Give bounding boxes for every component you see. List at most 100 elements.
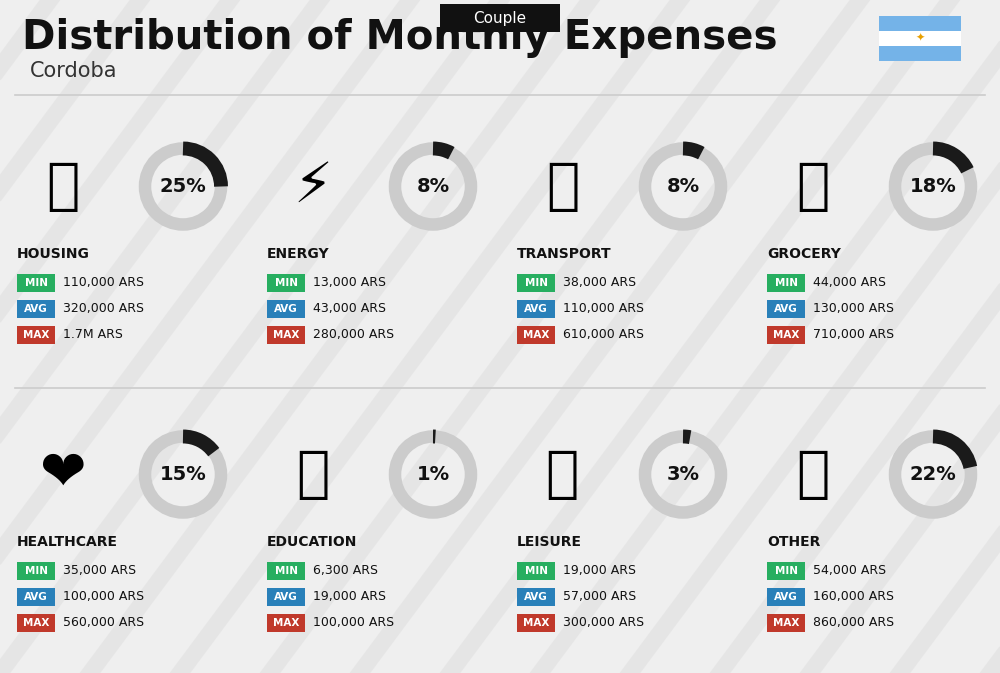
Text: ✦: ✦ bbox=[915, 33, 925, 43]
FancyBboxPatch shape bbox=[17, 561, 55, 579]
FancyBboxPatch shape bbox=[879, 30, 961, 46]
FancyBboxPatch shape bbox=[879, 46, 961, 61]
Text: 🏢: 🏢 bbox=[46, 160, 80, 213]
FancyBboxPatch shape bbox=[17, 614, 55, 631]
FancyBboxPatch shape bbox=[267, 299, 305, 318]
Text: 280,000 ARS: 280,000 ARS bbox=[313, 328, 394, 341]
FancyBboxPatch shape bbox=[517, 273, 555, 291]
Text: AVG: AVG bbox=[24, 592, 48, 602]
FancyBboxPatch shape bbox=[767, 588, 805, 606]
Text: 100,000 ARS: 100,000 ARS bbox=[313, 616, 394, 629]
FancyBboxPatch shape bbox=[267, 273, 305, 291]
FancyBboxPatch shape bbox=[767, 273, 805, 291]
Text: AVG: AVG bbox=[274, 592, 298, 602]
FancyBboxPatch shape bbox=[17, 299, 55, 318]
Text: 1.7M ARS: 1.7M ARS bbox=[63, 328, 123, 341]
Text: 🛒: 🛒 bbox=[796, 160, 830, 213]
Text: 1%: 1% bbox=[416, 465, 450, 484]
Text: MAX: MAX bbox=[23, 618, 49, 627]
Text: 🛍️: 🛍️ bbox=[546, 448, 580, 501]
Text: 54,000 ARS: 54,000 ARS bbox=[813, 564, 886, 577]
Text: AVG: AVG bbox=[774, 592, 798, 602]
FancyBboxPatch shape bbox=[440, 4, 560, 32]
Text: 13,000 ARS: 13,000 ARS bbox=[313, 276, 386, 289]
Text: 22%: 22% bbox=[910, 465, 956, 484]
Text: 3%: 3% bbox=[666, 465, 700, 484]
Text: MAX: MAX bbox=[23, 330, 49, 339]
Text: MIN: MIN bbox=[524, 277, 548, 287]
Text: MAX: MAX bbox=[773, 330, 799, 339]
Text: 320,000 ARS: 320,000 ARS bbox=[63, 302, 144, 315]
Text: 160,000 ARS: 160,000 ARS bbox=[813, 590, 894, 603]
FancyBboxPatch shape bbox=[879, 15, 961, 30]
FancyBboxPatch shape bbox=[17, 326, 55, 343]
Text: MIN: MIN bbox=[774, 565, 798, 575]
Text: MAX: MAX bbox=[523, 618, 549, 627]
Text: ENERGY: ENERGY bbox=[267, 248, 330, 262]
Text: 110,000 ARS: 110,000 ARS bbox=[563, 302, 644, 315]
Text: AVG: AVG bbox=[24, 304, 48, 314]
FancyBboxPatch shape bbox=[517, 561, 555, 579]
Text: MAX: MAX bbox=[773, 618, 799, 627]
Text: MIN: MIN bbox=[274, 565, 298, 575]
FancyBboxPatch shape bbox=[767, 326, 805, 343]
Text: Cordoba: Cordoba bbox=[30, 61, 118, 81]
Text: 19,000 ARS: 19,000 ARS bbox=[563, 564, 636, 577]
Text: GROCERY: GROCERY bbox=[767, 248, 841, 262]
Text: AVG: AVG bbox=[524, 592, 548, 602]
Text: Distribution of Monthly Expenses: Distribution of Monthly Expenses bbox=[22, 18, 778, 58]
Text: 57,000 ARS: 57,000 ARS bbox=[563, 590, 636, 603]
Text: MAX: MAX bbox=[273, 330, 299, 339]
Text: 860,000 ARS: 860,000 ARS bbox=[813, 616, 894, 629]
Text: Couple: Couple bbox=[473, 11, 527, 26]
Text: MIN: MIN bbox=[24, 565, 48, 575]
Text: 610,000 ARS: 610,000 ARS bbox=[563, 328, 644, 341]
FancyBboxPatch shape bbox=[767, 614, 805, 631]
FancyBboxPatch shape bbox=[267, 614, 305, 631]
Text: 25%: 25% bbox=[160, 177, 206, 196]
Text: 8%: 8% bbox=[666, 177, 700, 196]
Text: 44,000 ARS: 44,000 ARS bbox=[813, 276, 886, 289]
Text: 🚌: 🚌 bbox=[546, 160, 580, 213]
Text: MIN: MIN bbox=[24, 277, 48, 287]
FancyBboxPatch shape bbox=[517, 614, 555, 631]
Text: 💰: 💰 bbox=[796, 448, 830, 501]
FancyBboxPatch shape bbox=[267, 561, 305, 579]
Text: EDUCATION: EDUCATION bbox=[267, 536, 357, 549]
Text: 15%: 15% bbox=[160, 465, 206, 484]
Text: TRANSPORT: TRANSPORT bbox=[517, 248, 612, 262]
Text: 560,000 ARS: 560,000 ARS bbox=[63, 616, 144, 629]
Text: 8%: 8% bbox=[416, 177, 450, 196]
FancyBboxPatch shape bbox=[517, 299, 555, 318]
FancyBboxPatch shape bbox=[517, 326, 555, 343]
FancyBboxPatch shape bbox=[17, 273, 55, 291]
Text: 19,000 ARS: 19,000 ARS bbox=[313, 590, 386, 603]
Text: 100,000 ARS: 100,000 ARS bbox=[63, 590, 144, 603]
Text: 🎓: 🎓 bbox=[296, 448, 330, 501]
Text: 43,000 ARS: 43,000 ARS bbox=[313, 302, 386, 315]
Text: MIN: MIN bbox=[274, 277, 298, 287]
FancyBboxPatch shape bbox=[17, 588, 55, 606]
FancyBboxPatch shape bbox=[517, 588, 555, 606]
Text: ⚡: ⚡ bbox=[294, 160, 332, 213]
Text: MAX: MAX bbox=[273, 618, 299, 627]
Text: OTHER: OTHER bbox=[767, 536, 820, 549]
Text: 18%: 18% bbox=[910, 177, 956, 196]
Text: 35,000 ARS: 35,000 ARS bbox=[63, 564, 136, 577]
FancyBboxPatch shape bbox=[767, 561, 805, 579]
Text: MIN: MIN bbox=[524, 565, 548, 575]
FancyBboxPatch shape bbox=[767, 299, 805, 318]
FancyBboxPatch shape bbox=[267, 326, 305, 343]
Text: 300,000 ARS: 300,000 ARS bbox=[563, 616, 644, 629]
Text: AVG: AVG bbox=[524, 304, 548, 314]
Text: AVG: AVG bbox=[274, 304, 298, 314]
Text: LEISURE: LEISURE bbox=[517, 536, 582, 549]
Text: MAX: MAX bbox=[523, 330, 549, 339]
Text: 6,300 ARS: 6,300 ARS bbox=[313, 564, 378, 577]
FancyBboxPatch shape bbox=[267, 588, 305, 606]
Text: ❤️: ❤️ bbox=[40, 448, 86, 501]
Text: HOUSING: HOUSING bbox=[17, 248, 90, 262]
Text: 130,000 ARS: 130,000 ARS bbox=[813, 302, 894, 315]
Text: 38,000 ARS: 38,000 ARS bbox=[563, 276, 636, 289]
Text: HEALTHCARE: HEALTHCARE bbox=[17, 536, 118, 549]
